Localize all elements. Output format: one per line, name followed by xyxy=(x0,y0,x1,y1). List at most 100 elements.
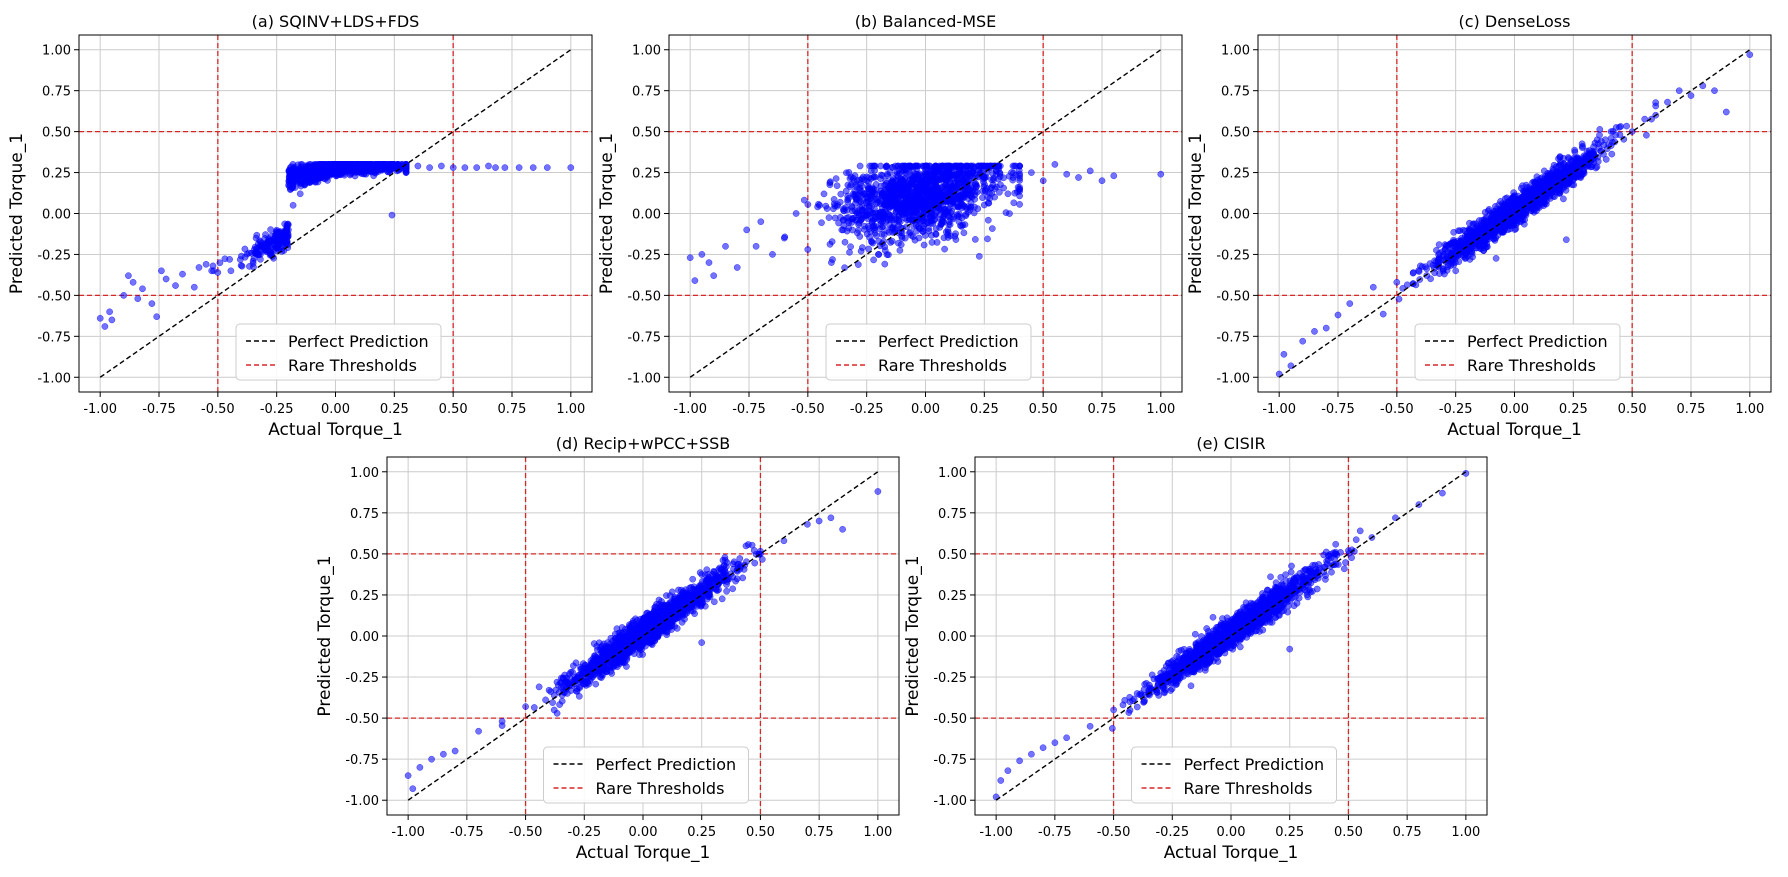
scatter-point xyxy=(1560,195,1567,203)
y-tick-label: 0.25 xyxy=(632,167,661,182)
scatter-point xyxy=(856,162,864,170)
y-tick-label: 0.75 xyxy=(42,85,71,100)
scatter-point xyxy=(916,225,924,232)
scatter-point xyxy=(1028,169,1035,176)
x-tick-label: -1.00 xyxy=(83,402,117,417)
scatter-point xyxy=(882,180,890,187)
y-tick-label: -0.50 xyxy=(1216,289,1250,304)
scatter-point xyxy=(286,183,293,190)
scatter-point xyxy=(1664,98,1671,106)
scatter-point xyxy=(822,202,830,210)
y-tick-label: -0.50 xyxy=(37,289,71,304)
scatter-point xyxy=(955,218,963,226)
scatter-point xyxy=(960,229,968,237)
y-tick-label: 0.50 xyxy=(632,126,661,141)
legend-perfect-label: Perfect Prediction xyxy=(288,332,429,351)
scatter-point xyxy=(1492,255,1500,262)
scatter-point xyxy=(250,263,257,271)
scatter-point xyxy=(1016,162,1023,170)
legend-threshold-label: Rare Thresholds xyxy=(1467,356,1596,375)
legend-perfect-label: Perfect Prediction xyxy=(878,332,1019,351)
scatter-point xyxy=(842,187,850,195)
scatter-point xyxy=(867,228,874,236)
scatter-point xyxy=(920,241,928,249)
scatter-point xyxy=(153,313,161,321)
scatter-point xyxy=(867,195,874,202)
scatter-point xyxy=(900,199,908,207)
scatter-cloud xyxy=(96,161,575,330)
scatter-point xyxy=(820,190,828,198)
scatter-point xyxy=(106,308,113,316)
x-tick-label: -0.50 xyxy=(1380,402,1414,417)
scatter-point xyxy=(733,264,741,271)
scatter-point xyxy=(967,203,974,211)
scatter-point xyxy=(226,256,233,263)
scatter-point xyxy=(906,229,913,237)
scatter-point xyxy=(1616,131,1624,139)
scatter-point xyxy=(1280,350,1288,358)
scatter-point xyxy=(320,165,328,173)
scatter-point xyxy=(980,162,988,170)
scatter-point xyxy=(1311,328,1318,335)
scatter-point xyxy=(855,226,862,234)
scatter-point xyxy=(885,210,892,218)
scatter-point xyxy=(872,181,880,188)
scatter-point xyxy=(1039,177,1047,185)
scatter-point xyxy=(1454,241,1461,249)
legend-threshold-label: Rare Thresholds xyxy=(878,356,1007,375)
scatter-point xyxy=(945,205,953,212)
scatter-point xyxy=(158,267,165,275)
scatter-point xyxy=(911,236,919,244)
scatter-point xyxy=(840,216,847,224)
scatter-point xyxy=(846,248,853,256)
scatter-point xyxy=(332,165,339,173)
scatter-point xyxy=(343,164,351,171)
scatter-point xyxy=(974,205,982,213)
scatter-point xyxy=(1403,281,1411,289)
scatter-point xyxy=(961,221,969,228)
scatter-point xyxy=(216,259,224,267)
scatter-point xyxy=(1590,143,1597,151)
legend-box xyxy=(1414,323,1621,381)
scatter-point xyxy=(757,218,765,226)
scatter-point xyxy=(902,180,910,188)
scatter-point xyxy=(896,218,904,225)
chart-panel-c: -1.00 -0.75 -0.50 -0.25 0.00 0.25 0.50 0.75 1.00… xyxy=(1186,12,1772,440)
scatter-point xyxy=(913,165,920,173)
y-tick-label: -0.75 xyxy=(1216,330,1250,345)
scatter-point xyxy=(249,257,257,265)
scatter-point xyxy=(214,269,222,276)
scatter-point xyxy=(909,189,917,196)
scatter-point xyxy=(816,201,823,209)
y-axis-label: Predicted Torque_1 xyxy=(597,133,617,294)
scatter-point xyxy=(1556,190,1563,197)
scatter-point xyxy=(1423,265,1431,273)
scatter-point xyxy=(936,162,943,170)
x-tick-label: 0.50 xyxy=(1618,402,1647,417)
scatter-point xyxy=(878,190,886,197)
scatter-point xyxy=(985,199,993,207)
scatter-point xyxy=(723,587,730,595)
scatter-point xyxy=(1607,135,1615,142)
scatter-point xyxy=(461,164,469,171)
scatter-point xyxy=(549,699,556,706)
scatter-point xyxy=(956,210,963,218)
legend-threshold-label: Rare Thresholds xyxy=(288,356,417,375)
y-tick-label: 0.50 xyxy=(42,126,71,141)
scatter-point xyxy=(492,164,499,171)
scatter-point xyxy=(332,172,340,179)
scatter-point xyxy=(1675,87,1683,95)
scatter-point xyxy=(279,236,287,244)
scatter-point xyxy=(449,164,457,171)
scatter-point xyxy=(992,167,1000,175)
scatter-point xyxy=(875,251,882,258)
scatter-point xyxy=(705,259,713,266)
scatter-point xyxy=(162,275,170,283)
scatter-point xyxy=(1098,177,1106,185)
scatter-point xyxy=(1334,311,1342,319)
scatter-point xyxy=(910,174,918,181)
scatter-point xyxy=(975,252,983,260)
y-tick-label: 1.00 xyxy=(1221,44,1250,59)
scatter-point xyxy=(831,214,839,222)
x-tick-label: 1.00 xyxy=(556,402,585,417)
